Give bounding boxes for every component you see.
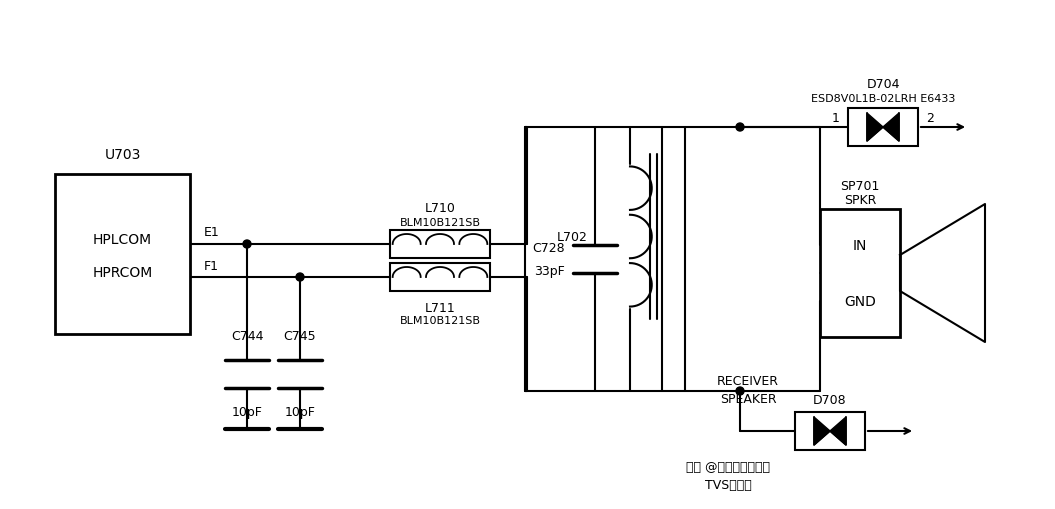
Text: HPRCOM: HPRCOM xyxy=(93,266,153,279)
Text: L702: L702 xyxy=(557,231,588,243)
Circle shape xyxy=(243,241,251,248)
Text: 2: 2 xyxy=(926,112,934,125)
Text: 10pF: 10pF xyxy=(285,406,315,419)
Text: C744: C744 xyxy=(231,330,264,343)
Bar xyxy=(795,412,865,450)
Text: D708: D708 xyxy=(813,394,847,407)
Text: L710: L710 xyxy=(424,202,456,215)
Polygon shape xyxy=(867,114,883,142)
Text: GND: GND xyxy=(844,295,876,308)
Text: BLM10B121SB: BLM10B121SB xyxy=(400,316,480,325)
Bar xyxy=(390,264,490,292)
Text: BLM10B121SB: BLM10B121SB xyxy=(400,217,480,228)
Text: C728: C728 xyxy=(533,241,565,254)
Text: 1: 1 xyxy=(832,112,840,125)
Text: ESD8V0L1B-02LRH E6433: ESD8V0L1B-02LRH E6433 xyxy=(811,94,955,104)
Text: 33pF: 33pF xyxy=(534,265,565,278)
Bar xyxy=(848,109,918,147)
Text: U703: U703 xyxy=(104,148,140,162)
Bar xyxy=(820,210,900,337)
Text: RECEIVER: RECEIVER xyxy=(717,375,779,388)
Text: C745: C745 xyxy=(284,330,316,343)
Text: SP701: SP701 xyxy=(841,179,880,192)
Circle shape xyxy=(736,124,744,132)
Text: HPLCOM: HPLCOM xyxy=(93,233,152,246)
Text: 10pF: 10pF xyxy=(231,406,263,419)
Text: L711: L711 xyxy=(424,301,456,315)
Text: E1: E1 xyxy=(204,226,219,239)
Bar xyxy=(55,175,190,334)
Text: TVS二极管: TVS二极管 xyxy=(705,478,751,492)
Text: F1: F1 xyxy=(204,259,219,272)
Polygon shape xyxy=(883,114,899,142)
Text: SPKR: SPKR xyxy=(844,194,877,207)
Bar xyxy=(390,231,490,259)
Text: SPEAKER: SPEAKER xyxy=(720,393,776,406)
Text: 头条 @电子工程师小季: 头条 @电子工程师小季 xyxy=(686,461,770,473)
Circle shape xyxy=(736,387,744,395)
Circle shape xyxy=(296,273,304,281)
Text: IN: IN xyxy=(852,238,867,252)
Text: D704: D704 xyxy=(866,78,900,91)
Polygon shape xyxy=(814,417,830,445)
Polygon shape xyxy=(830,417,846,445)
